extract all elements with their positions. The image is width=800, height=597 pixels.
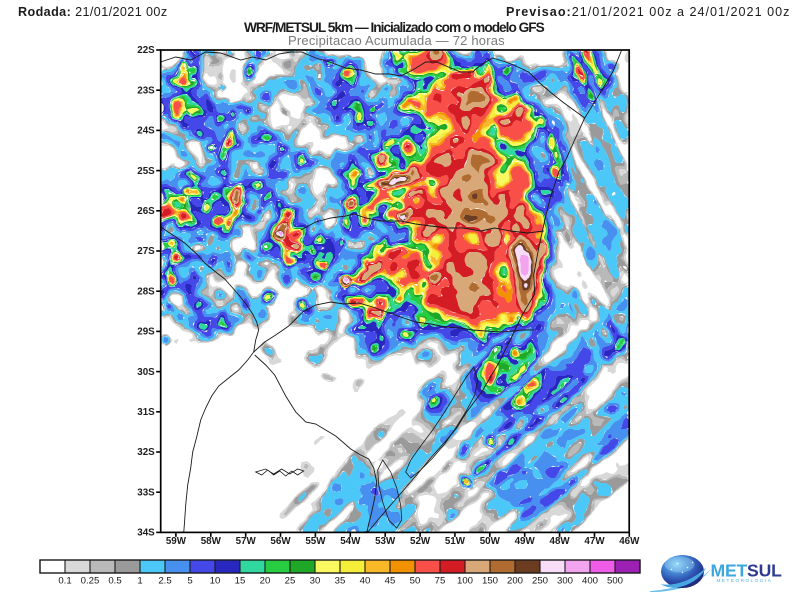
svg-text:35: 35 [335,576,346,587]
svg-text:56W: 56W [270,536,291,547]
svg-text:22S: 22S [137,45,155,56]
svg-text:29S: 29S [137,327,155,338]
svg-text:33S: 33S [137,487,155,498]
svg-text:50W: 50W [480,536,501,547]
svg-text:1: 1 [137,576,142,587]
svg-text:METEOROLOGIA: METEOROLOGIA [717,578,773,583]
svg-text:57W: 57W [236,536,257,547]
svg-text:30: 30 [310,576,321,587]
svg-text:15: 15 [235,576,246,587]
svg-text:28S: 28S [137,286,155,297]
svg-text:23S: 23S [137,85,155,96]
svg-text:300: 300 [557,576,573,587]
svg-text:METSUL: METSUL [711,561,783,581]
svg-text:24S: 24S [137,126,155,137]
svg-text:55W: 55W [305,536,326,547]
svg-text:32S: 32S [137,447,155,458]
svg-text:47W: 47W [584,536,605,547]
svg-text:5: 5 [187,576,192,587]
svg-text:52W: 52W [410,536,431,547]
svg-text:53W: 53W [375,536,396,547]
svg-text:59W: 59W [166,536,187,547]
svg-text:51W: 51W [445,536,466,547]
svg-text:0.1: 0.1 [58,576,71,587]
svg-text:100: 100 [457,576,473,587]
svg-text:58W: 58W [201,536,222,547]
svg-text:75: 75 [435,576,446,587]
svg-text:54W: 54W [340,536,361,547]
svg-text:27S: 27S [137,246,155,257]
svg-text:45: 45 [385,576,396,587]
svg-text:250: 250 [532,576,548,587]
svg-text:30S: 30S [137,367,155,378]
svg-text:40: 40 [360,576,371,587]
svg-text:25S: 25S [137,166,155,177]
svg-text:400: 400 [582,576,598,587]
svg-text:500: 500 [607,576,623,587]
svg-text:49W: 49W [515,536,536,547]
svg-text:150: 150 [482,576,498,587]
svg-text:31S: 31S [137,407,155,418]
svg-text:20: 20 [260,576,271,587]
svg-text:50: 50 [410,576,421,587]
svg-text:48W: 48W [550,536,571,547]
svg-text:2.5: 2.5 [158,576,171,587]
svg-text:0.25: 0.25 [81,576,100,587]
svg-text:0.5: 0.5 [108,576,121,587]
svg-text:10: 10 [210,576,221,587]
svg-text:34S: 34S [137,528,155,539]
svg-text:200: 200 [507,576,523,587]
svg-text:26S: 26S [137,206,155,217]
svg-text:25: 25 [285,576,296,587]
svg-text:46W: 46W [619,536,640,547]
